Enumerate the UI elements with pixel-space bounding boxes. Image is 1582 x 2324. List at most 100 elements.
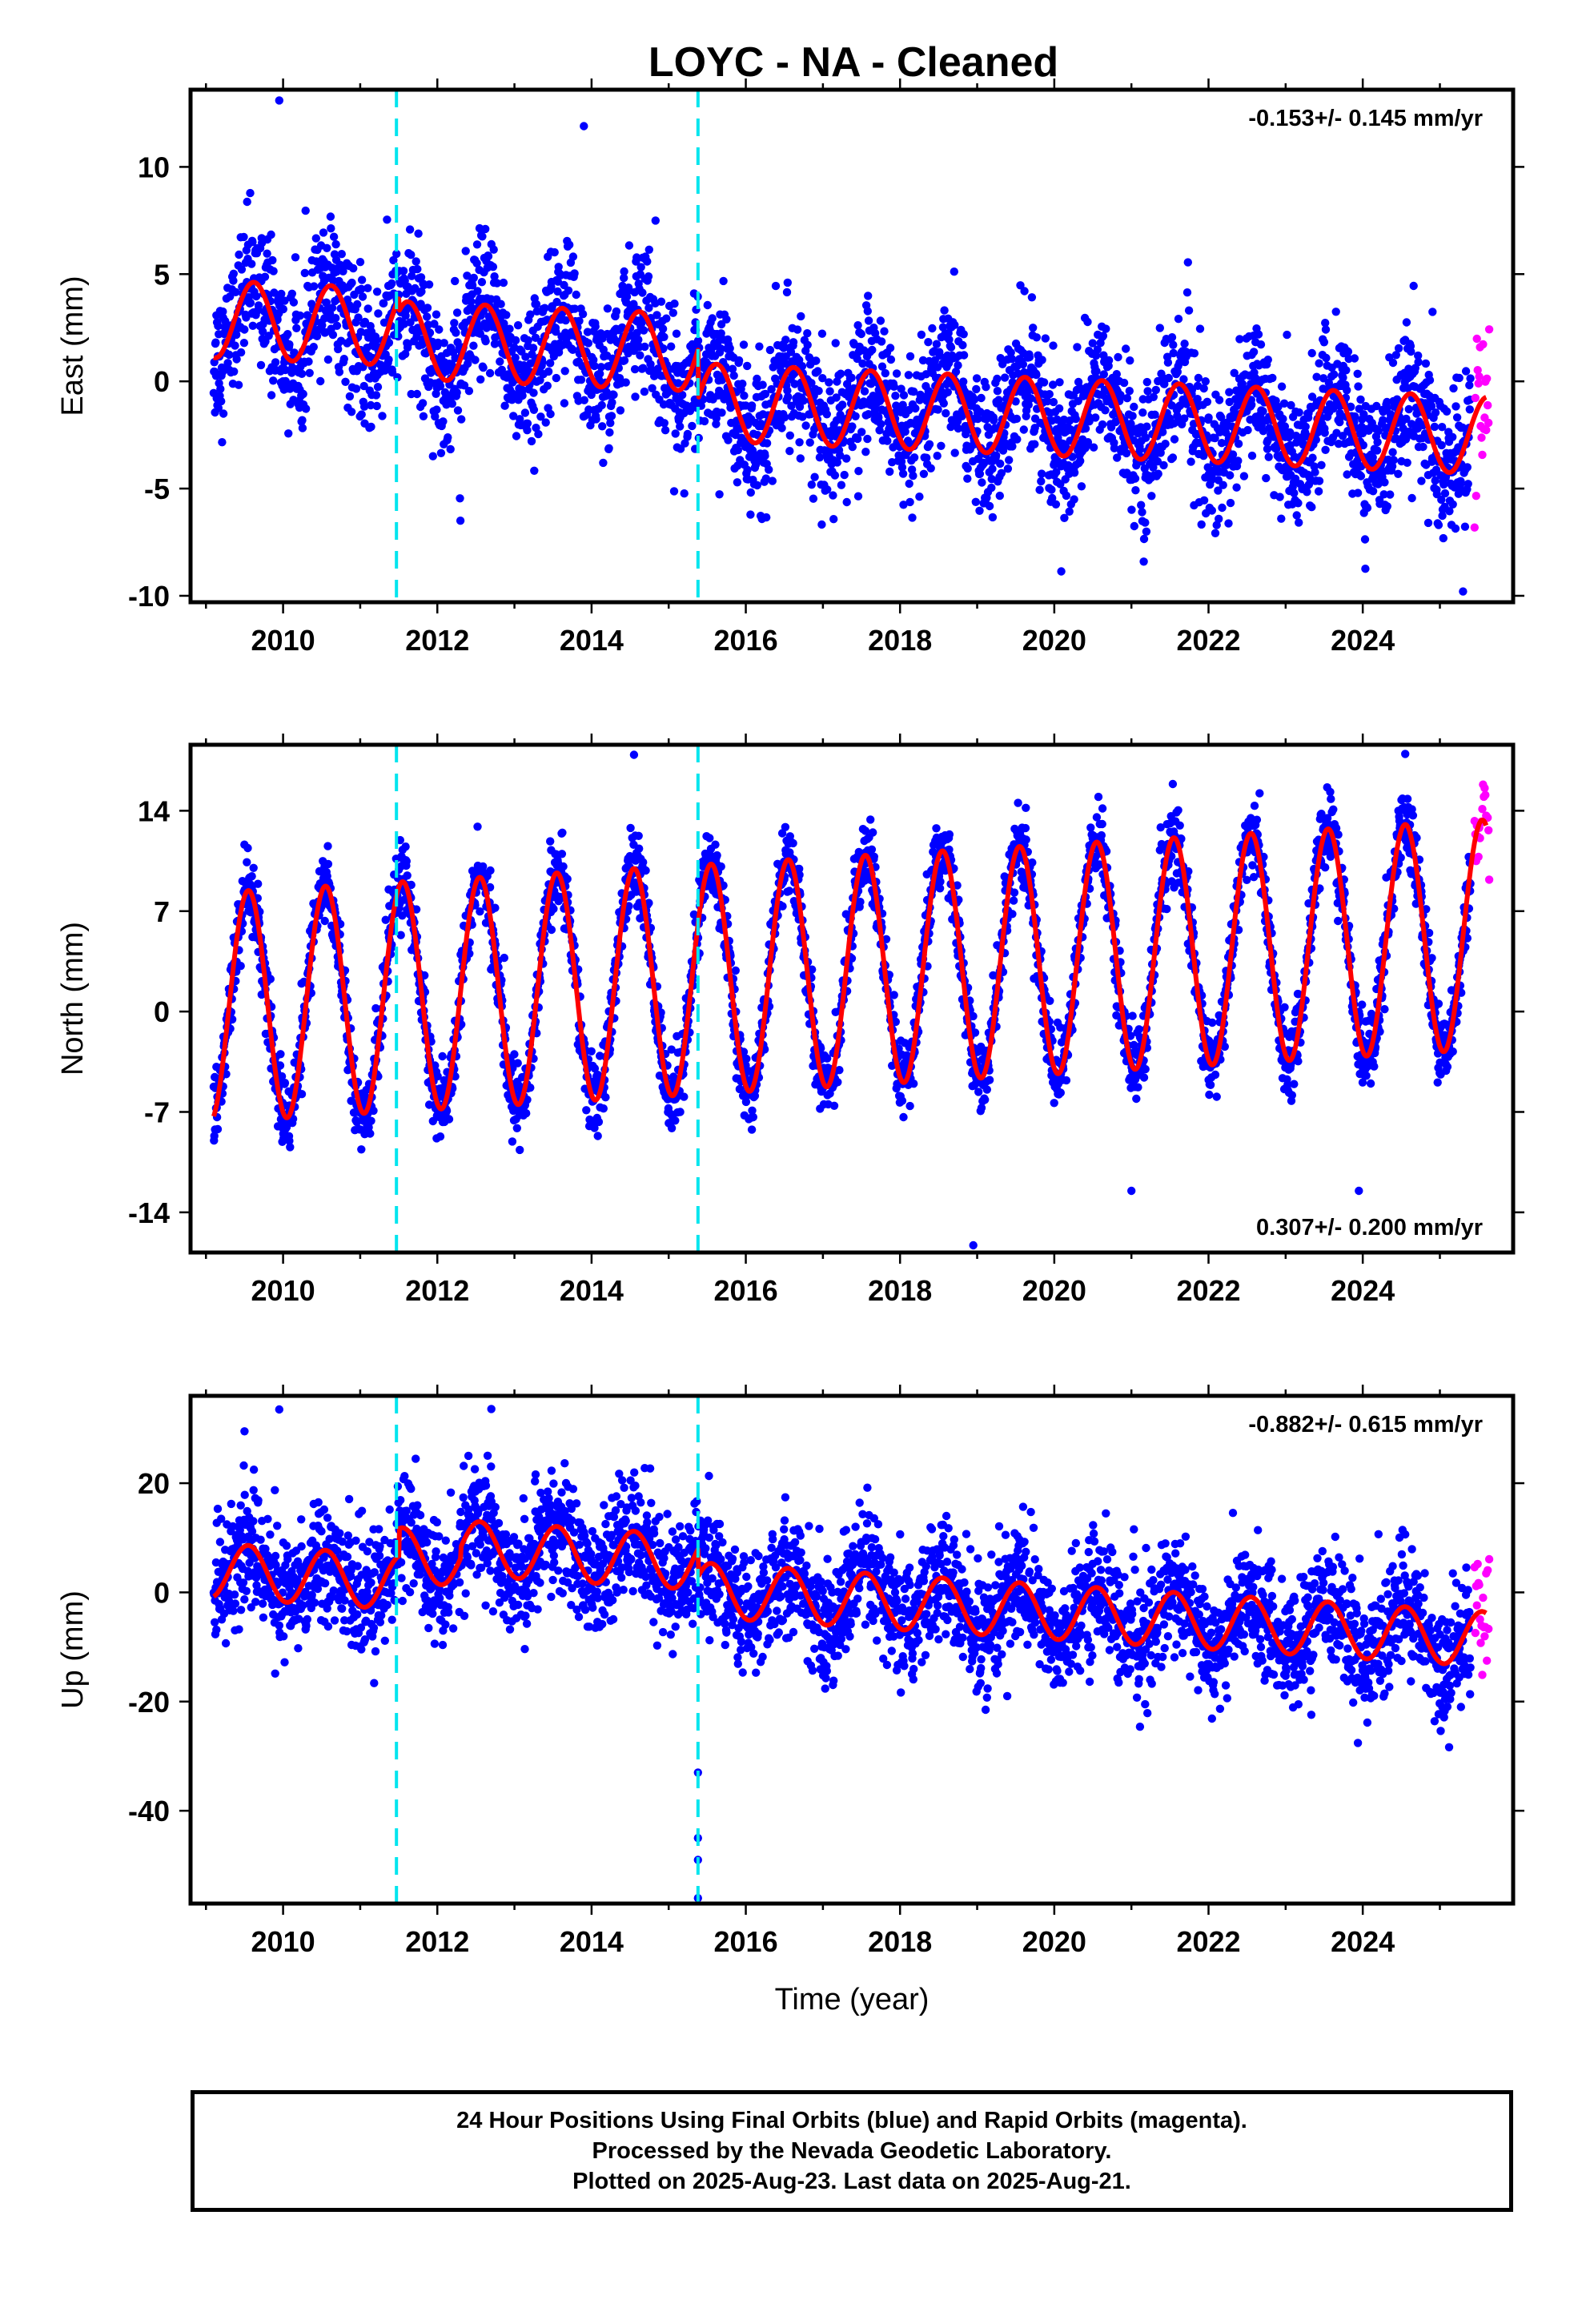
- final-orbit-point: [985, 501, 994, 511]
- final-orbit-point: [1104, 356, 1114, 365]
- final-orbit-point: [1417, 476, 1426, 485]
- final-orbit-point: [1230, 368, 1239, 377]
- final-orbit-point: [951, 368, 961, 376]
- final-orbit-point: [1402, 318, 1411, 327]
- final-orbit-point: [853, 321, 862, 330]
- final-orbit-point: [243, 197, 251, 207]
- final-orbit-point: [795, 402, 805, 412]
- final-orbit-point: [387, 279, 396, 288]
- final-orbit-point: [236, 348, 246, 357]
- final-orbit-point: [769, 363, 777, 372]
- final-orbit-point: [1356, 395, 1365, 404]
- final-orbit-point: [392, 249, 401, 259]
- final-orbit-point: [469, 273, 478, 283]
- final-orbit-point: [371, 336, 380, 345]
- final-orbit-point: [1130, 521, 1139, 531]
- final-orbit-point: [239, 339, 249, 348]
- final-orbit-point: [1354, 382, 1363, 391]
- final-orbit-point: [1037, 469, 1046, 478]
- final-orbit-point: [1113, 453, 1122, 462]
- final-orbit-point: [485, 883, 495, 892]
- final-orbit-point: [925, 440, 934, 448]
- final-orbit-point: [1020, 287, 1029, 296]
- final-orbit-point: [489, 245, 498, 254]
- y-tick-label: -5: [144, 472, 170, 505]
- final-orbit-point: [1062, 491, 1071, 501]
- final-orbit-point: [1184, 306, 1194, 315]
- final-orbit-point: [536, 412, 545, 421]
- final-orbit-point: [771, 281, 781, 291]
- final-orbit-point: [693, 336, 703, 345]
- final-orbit-point: [1070, 468, 1079, 477]
- series-rapid-orbits-east: [1470, 325, 1494, 532]
- final-orbit-point: [1409, 281, 1418, 291]
- final-orbit-point: [269, 267, 278, 275]
- final-orbit-point: [812, 356, 821, 365]
- final-orbit-point: [1055, 378, 1064, 387]
- final-orbit-point: [1011, 397, 1020, 406]
- final-orbit-point: [1119, 378, 1129, 388]
- final-orbit-point: [703, 300, 712, 310]
- final-orbit-point: [357, 1145, 366, 1154]
- final-orbit-point: [898, 400, 907, 409]
- final-orbit-point: [322, 298, 331, 307]
- final-orbit-point: [1032, 370, 1041, 380]
- final-orbit-point: [939, 399, 949, 408]
- final-orbit-point: [1013, 435, 1022, 444]
- final-orbit-point: [529, 388, 538, 397]
- final-orbit-point: [959, 351, 969, 360]
- final-orbit-point: [1038, 356, 1046, 364]
- final-orbit-point: [676, 422, 685, 431]
- final-orbit-point: [570, 269, 579, 278]
- final-orbit-point: [532, 424, 540, 432]
- final-orbit-point: [590, 1064, 600, 1073]
- final-orbit-point: [283, 330, 292, 339]
- final-orbit-point: [998, 446, 1008, 455]
- final-orbit-point: [450, 319, 459, 328]
- final-orbit-point: [708, 314, 717, 323]
- final-orbit-point: [1135, 445, 1145, 454]
- final-orbit-point: [331, 239, 340, 249]
- final-orbit-point: [473, 287, 482, 296]
- final-orbit-point: [331, 314, 340, 323]
- final-orbit-point: [739, 340, 749, 349]
- final-orbit-point: [1307, 392, 1317, 401]
- final-orbit-point: [527, 436, 536, 446]
- final-orbit-point: [851, 412, 860, 420]
- final-orbit-point: [1442, 407, 1452, 416]
- final-orbit-point: [1448, 500, 1457, 509]
- final-orbit-point: [496, 300, 505, 308]
- final-orbit-point: [670, 300, 679, 308]
- final-orbit-point: [277, 289, 286, 299]
- final-orbit-point: [351, 384, 361, 393]
- final-orbit-point: [457, 415, 466, 424]
- final-orbit-point: [620, 267, 628, 276]
- final-orbit-point: [565, 240, 574, 249]
- final-orbit-point: [604, 444, 613, 452]
- final-orbit-point: [905, 497, 914, 507]
- final-orbit-point: [813, 367, 822, 376]
- final-orbit-point: [874, 413, 883, 422]
- final-orbit-point: [547, 925, 556, 935]
- final-orbit-point: [1130, 402, 1138, 412]
- final-orbit-point: [1065, 507, 1074, 516]
- final-orbit-point: [662, 314, 671, 323]
- final-orbit-point: [1142, 422, 1151, 431]
- final-orbit-point: [603, 304, 612, 313]
- final-orbit-point: [822, 410, 832, 419]
- final-orbit-point: [472, 240, 482, 249]
- final-orbit-point: [1427, 401, 1436, 411]
- final-orbit-point: [807, 379, 816, 388]
- final-orbit-point: [797, 312, 805, 321]
- final-orbit-point: [1277, 514, 1286, 523]
- final-orbit-point: [225, 350, 234, 360]
- final-orbit-point: [371, 1003, 380, 1013]
- final-orbit-point: [1099, 370, 1109, 379]
- final-orbit-point: [497, 365, 506, 374]
- final-orbit-point: [838, 400, 847, 409]
- final-orbit-point: [1353, 489, 1363, 497]
- final-orbit-point: [892, 369, 901, 378]
- final-orbit-point: [560, 399, 569, 408]
- final-orbit-point: [1360, 535, 1370, 544]
- final-orbit-point: [777, 424, 786, 432]
